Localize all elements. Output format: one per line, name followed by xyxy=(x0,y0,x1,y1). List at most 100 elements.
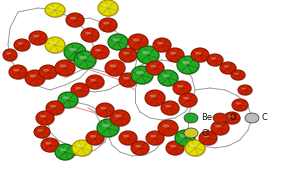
Ellipse shape xyxy=(225,113,241,125)
Ellipse shape xyxy=(3,49,17,61)
Ellipse shape xyxy=(10,66,28,80)
Ellipse shape xyxy=(50,7,56,10)
Ellipse shape xyxy=(13,69,19,72)
Ellipse shape xyxy=(170,145,176,148)
Ellipse shape xyxy=(36,111,54,125)
Ellipse shape xyxy=(59,93,79,109)
Ellipse shape xyxy=(119,73,137,87)
Ellipse shape xyxy=(109,35,129,51)
Ellipse shape xyxy=(239,86,253,96)
Ellipse shape xyxy=(30,32,48,46)
Ellipse shape xyxy=(211,57,216,60)
Ellipse shape xyxy=(99,18,117,32)
Ellipse shape xyxy=(233,100,249,112)
Ellipse shape xyxy=(162,74,170,78)
Ellipse shape xyxy=(81,28,99,42)
Ellipse shape xyxy=(165,105,171,108)
Ellipse shape xyxy=(106,61,126,77)
Ellipse shape xyxy=(47,102,65,116)
Ellipse shape xyxy=(183,97,189,100)
Ellipse shape xyxy=(241,88,246,90)
Ellipse shape xyxy=(184,128,198,138)
Ellipse shape xyxy=(159,71,179,87)
Ellipse shape xyxy=(103,22,109,25)
Ellipse shape xyxy=(208,55,224,67)
Ellipse shape xyxy=(34,126,50,138)
Ellipse shape xyxy=(129,35,149,51)
Ellipse shape xyxy=(91,45,109,59)
Ellipse shape xyxy=(132,142,150,156)
Ellipse shape xyxy=(178,57,200,75)
Text: C: C xyxy=(262,114,268,122)
Ellipse shape xyxy=(72,84,90,98)
Ellipse shape xyxy=(105,60,125,76)
Ellipse shape xyxy=(35,127,51,139)
Ellipse shape xyxy=(179,93,197,107)
Ellipse shape xyxy=(33,35,39,38)
Ellipse shape xyxy=(153,38,171,52)
Ellipse shape xyxy=(85,32,91,35)
Ellipse shape xyxy=(131,66,153,84)
Ellipse shape xyxy=(238,85,252,95)
Ellipse shape xyxy=(213,113,227,123)
Ellipse shape xyxy=(55,144,75,160)
Ellipse shape xyxy=(75,87,81,90)
Ellipse shape xyxy=(46,38,66,54)
Ellipse shape xyxy=(157,42,163,45)
Ellipse shape xyxy=(179,134,187,138)
Ellipse shape xyxy=(159,121,179,137)
Ellipse shape xyxy=(99,1,119,17)
Ellipse shape xyxy=(166,48,184,62)
Ellipse shape xyxy=(87,132,105,146)
Ellipse shape xyxy=(29,74,37,78)
Ellipse shape xyxy=(42,139,60,153)
Ellipse shape xyxy=(190,144,196,148)
Ellipse shape xyxy=(232,99,248,111)
Ellipse shape xyxy=(132,38,139,42)
Ellipse shape xyxy=(199,131,217,145)
Ellipse shape xyxy=(92,46,110,60)
Ellipse shape xyxy=(9,65,27,79)
Ellipse shape xyxy=(90,135,96,138)
Ellipse shape xyxy=(138,47,160,65)
Ellipse shape xyxy=(162,102,180,116)
Ellipse shape xyxy=(174,82,192,96)
Ellipse shape xyxy=(98,120,120,138)
Ellipse shape xyxy=(120,49,138,63)
Ellipse shape xyxy=(236,102,241,105)
Ellipse shape xyxy=(43,69,49,72)
Ellipse shape xyxy=(113,38,120,42)
Ellipse shape xyxy=(26,71,46,87)
Ellipse shape xyxy=(154,39,172,53)
Ellipse shape xyxy=(221,63,237,75)
Ellipse shape xyxy=(38,129,43,132)
Ellipse shape xyxy=(149,94,156,98)
Ellipse shape xyxy=(158,120,178,136)
Ellipse shape xyxy=(192,49,210,63)
Ellipse shape xyxy=(180,94,198,108)
Ellipse shape xyxy=(119,131,137,145)
Ellipse shape xyxy=(186,141,206,157)
Ellipse shape xyxy=(87,76,105,90)
Ellipse shape xyxy=(120,74,138,88)
Ellipse shape xyxy=(98,0,118,16)
Ellipse shape xyxy=(132,67,154,85)
Ellipse shape xyxy=(195,52,201,55)
Ellipse shape xyxy=(128,34,148,50)
Ellipse shape xyxy=(167,142,185,156)
Ellipse shape xyxy=(111,111,131,127)
Ellipse shape xyxy=(119,48,137,62)
Ellipse shape xyxy=(69,48,77,52)
Ellipse shape xyxy=(135,145,141,148)
Ellipse shape xyxy=(211,121,229,135)
Ellipse shape xyxy=(40,66,58,80)
Ellipse shape xyxy=(146,91,166,107)
Ellipse shape xyxy=(65,44,87,62)
Text: O: O xyxy=(230,114,237,122)
Ellipse shape xyxy=(123,52,129,55)
Ellipse shape xyxy=(207,54,223,66)
Ellipse shape xyxy=(108,34,128,50)
Ellipse shape xyxy=(177,56,199,74)
Ellipse shape xyxy=(45,3,65,17)
Ellipse shape xyxy=(200,132,218,146)
